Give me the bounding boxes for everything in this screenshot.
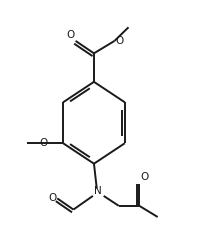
Text: O: O	[140, 172, 149, 182]
Text: O: O	[116, 36, 124, 46]
Text: N: N	[94, 186, 102, 196]
Text: O: O	[48, 193, 56, 203]
Text: O: O	[66, 30, 75, 40]
Text: O: O	[40, 138, 48, 148]
